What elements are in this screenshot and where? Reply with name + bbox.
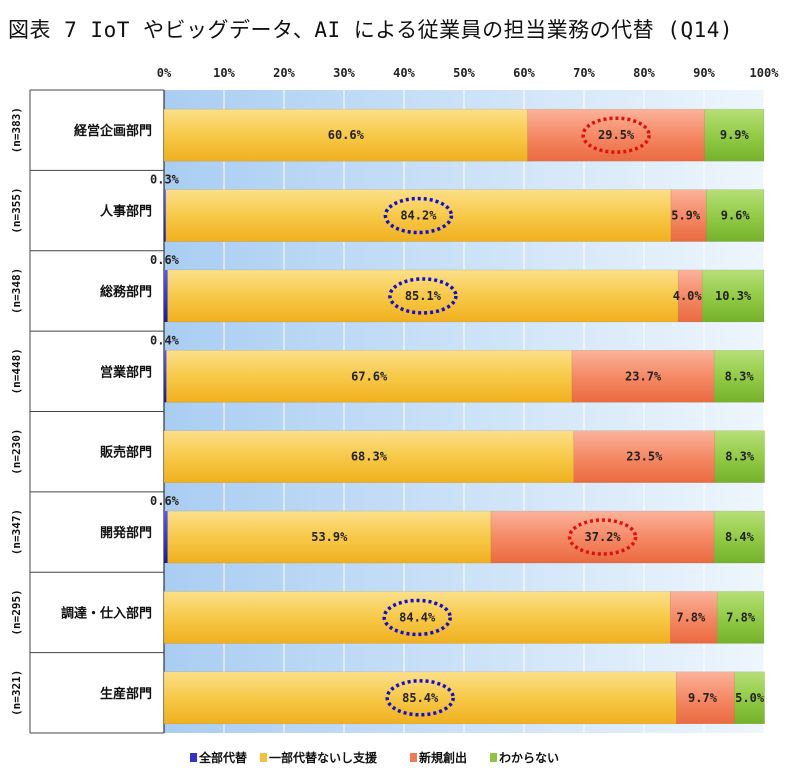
value-label: 84.4% (399, 610, 436, 624)
legend: 全部代替 一部代替ないし支援 新規創出 わからない (190, 750, 559, 765)
value-label: 29.5% (598, 128, 635, 142)
value-label: 7.8% (726, 610, 756, 624)
category-label: 総務部門 (100, 284, 152, 300)
x-tick-label: 90% (693, 66, 715, 80)
highlight-ellipse (567, 518, 638, 556)
highlight-ellipse (388, 277, 458, 315)
bar-segment (677, 269, 703, 323)
highlight-ellipse (383, 196, 454, 235)
bar-segment (164, 269, 168, 322)
bar-segment (166, 350, 573, 403)
x-tick-label: 70% (573, 66, 595, 80)
legend-label: 一部代替ないし支援 (269, 750, 378, 765)
value-label: 8.3% (725, 450, 755, 464)
bar-segment (734, 671, 765, 725)
x-tick-label: 10% (213, 66, 235, 80)
bar-segment (164, 350, 167, 403)
bar-segment (704, 108, 765, 162)
sample-size-label: (n=448) (10, 348, 23, 394)
bar-segment (167, 510, 492, 564)
highlight-ellipse (581, 116, 651, 154)
value-label: 8.3% (725, 369, 755, 383)
value-label: 9.6% (721, 209, 751, 223)
value-label: 68.3% (351, 450, 388, 464)
bar-segment (714, 430, 765, 483)
category-label: 生産部門 (100, 686, 152, 702)
sample-size-label: (n=295) (10, 589, 23, 635)
category-label: 開発部門 (100, 525, 152, 541)
value-label: 23.7% (625, 369, 662, 383)
value-label: 37.2% (585, 530, 622, 544)
category-label: 営業部門 (100, 364, 152, 380)
sample-size-label: (n=383) (10, 107, 23, 153)
highlight-ellipse (385, 679, 455, 717)
value-label: 9.9% (720, 128, 750, 142)
value-label: 8.4% (725, 530, 755, 544)
x-tick-label: 30% (333, 66, 355, 80)
bar-segment (706, 189, 765, 242)
value-label: 0.6% (150, 253, 180, 267)
x-tick-label: 40% (393, 66, 415, 80)
chart-title: 図表 7 IoT やビッグデータ、AI による従業員の担当業務の代替 (Q14) (8, 18, 734, 42)
value-label: 0.3% (150, 173, 180, 187)
category-label: 経営企画部門 (74, 123, 152, 139)
value-label: 84.2% (400, 209, 437, 223)
legend-label: 全部代替 (198, 750, 248, 765)
sample-size-label: (n=230) (10, 429, 23, 475)
legend-swatch (260, 753, 267, 762)
row-dividers (29, 89, 164, 734)
x-tick-label: 50% (453, 66, 475, 80)
bar-segment (670, 189, 707, 242)
category-label: 調達・仕入部門 (61, 605, 152, 621)
bar-segment (676, 671, 735, 725)
bar-segment (670, 591, 718, 644)
legend-swatch (190, 753, 197, 762)
sample-size-label: (n=355) (10, 187, 23, 233)
x-tick-label: 60% (513, 66, 535, 80)
bar-segment (164, 189, 166, 242)
legend-label: わからない (499, 751, 559, 765)
value-label: 5.0% (735, 691, 765, 705)
value-label: 5.9% (671, 209, 701, 223)
x-axis-ticks: 0% 10% 20% 30% 40% 50% 60% 70% 80% 90% 100% (157, 66, 779, 80)
legend-label: 新規創出 (419, 750, 467, 765)
x-tick-label: 80% (633, 66, 655, 80)
x-tick-label: 100% (750, 66, 780, 80)
bar-segment (713, 350, 765, 403)
value-label: 7.8% (676, 610, 706, 624)
sample-size-label: (n=348) (10, 268, 23, 314)
highlight-ellipse (382, 598, 452, 637)
x-tick-label: 20% (273, 66, 295, 80)
bar-segment (701, 269, 765, 323)
bar-segment (571, 350, 715, 403)
value-label: 23.5% (626, 450, 663, 464)
category-labels: 経営企画部門 (n=383) 人事部門 (n=355) 総務部門 (n=348) 営業部門 (… (10, 107, 152, 716)
sample-size-label: (n=321) (10, 670, 23, 716)
legend-swatch (410, 753, 417, 762)
highlight-ellipses (382, 116, 651, 717)
value-labels: 60.6% 29.5% 9.9% 0.3% 84.2% 5.9% 9.6% 0.6% 85.1%… (150, 128, 765, 705)
value-label: 9.7% (688, 691, 718, 705)
bars (163, 108, 765, 725)
value-label: 0.6% (150, 494, 180, 508)
value-label: 4.0% (673, 289, 703, 303)
value-label: 60.6% (328, 128, 365, 142)
x-tick-label: 0% (157, 66, 172, 80)
value-label: 85.1% (405, 289, 442, 303)
bar-segment (716, 591, 765, 644)
category-label: 人事部門 (100, 204, 152, 220)
value-label: 53.9% (311, 530, 348, 544)
bar-segment (164, 511, 168, 564)
value-label: 0.4% (150, 333, 180, 347)
value-label: 67.6% (351, 369, 388, 383)
value-label: 10.3% (715, 289, 752, 303)
value-label: 85.4% (402, 691, 439, 705)
legend-swatch (490, 753, 497, 762)
category-label: 販売部門 (100, 445, 152, 461)
sample-size-label: (n=347) (10, 509, 23, 555)
bar-segment (573, 430, 716, 483)
bar-segment (713, 510, 765, 564)
